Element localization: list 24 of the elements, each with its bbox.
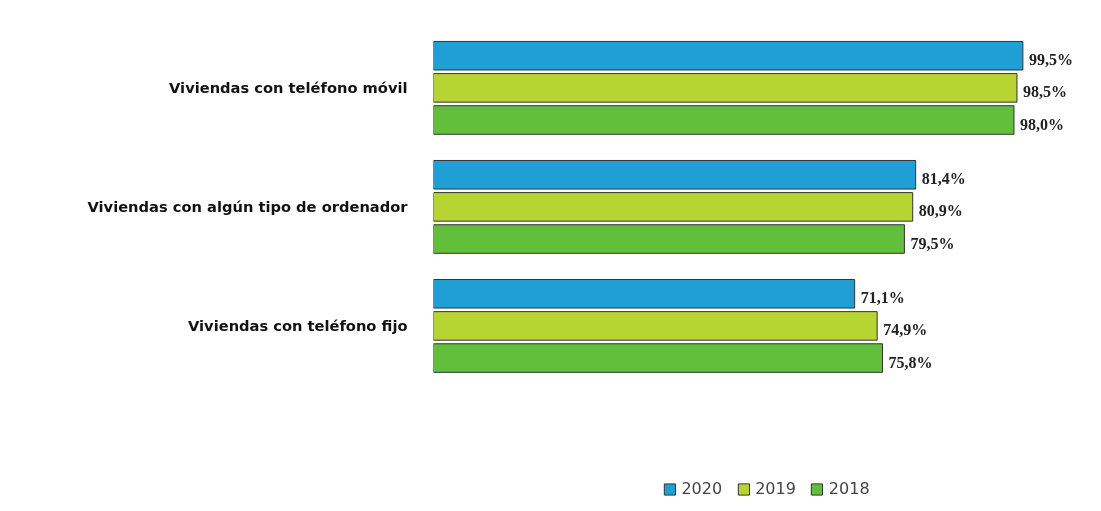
data-label: 71,1%: [860, 289, 905, 307]
y-tick-label: Viviendas con algún tipo de ordenador: [87, 198, 409, 216]
bar: [433, 73, 1018, 103]
bar: [433, 192, 914, 222]
data-label: 80,9%: [918, 202, 963, 220]
bar: [433, 224, 905, 254]
y-tick-label: Viviendas con teléfono fijo: [188, 317, 408, 335]
data-label: 98,0%: [1020, 115, 1064, 133]
data-label: 99,5%: [1028, 51, 1073, 69]
bar: [433, 40, 1024, 71]
bar: [433, 279, 856, 309]
legend-label: 2019: [755, 479, 796, 498]
bar: [433, 343, 883, 373]
data-label: 79,5%: [910, 234, 955, 252]
bar: [433, 159, 917, 190]
data-label: 98,5%: [1022, 83, 1067, 101]
data-label: 81,4%: [921, 170, 966, 188]
legend-label: 2018: [828, 479, 870, 498]
bar: [433, 105, 1015, 135]
y-tick-label: Viviendas con teléfono móvil: [169, 79, 408, 97]
data-label: 75,8%: [888, 353, 933, 371]
data-label: 74,9%: [883, 321, 928, 339]
legend-label: 2020: [681, 479, 723, 498]
bar: [433, 311, 878, 341]
